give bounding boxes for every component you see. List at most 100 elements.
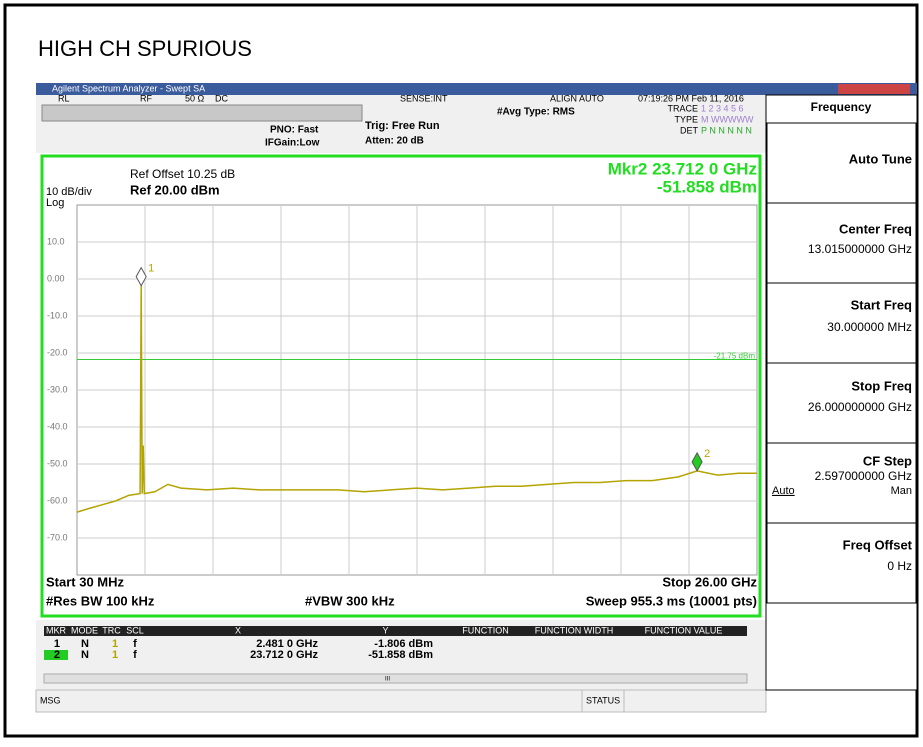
table-cell: N [81,649,89,661]
table-cell: f [133,638,137,650]
display-border [40,154,762,618]
menu-title: Frequency [811,100,872,114]
avg-type: #Avg Type: RMS [497,107,575,118]
table-cell: 2 [54,649,60,661]
start: Start 30 MHz [46,574,125,589]
table: MKR MODE TRC SCL X Y FUNCTION FUNCTION WIDTH FUN… [44,625,722,661]
key-label: Freq Offset [843,537,913,552]
key-label: Start Freq [851,297,912,312]
table-header-cell: FUNCTION VALUE [645,625,723,635]
center-key[interactable] [766,202,917,284]
table-cell: -1.806 dBm [374,638,433,650]
display-bg [36,153,766,620]
det-values: P N N N N N [701,125,752,135]
page-title: HIGH CH SPURIOUS [38,36,252,61]
hscroll[interactable] [43,673,748,684]
y-tick-label: 0.00 [47,273,65,283]
key-label: Center Freq [839,221,912,236]
coupling: DC [215,93,228,103]
rbw: #Res BW 100 kHz [46,593,155,608]
y-tick-label: -40.0 [47,421,68,431]
type-label: TYPE [674,114,698,124]
marker-readout-x: Mkr2 23.712 0 GHz [608,159,757,178]
trig: Trig: Free Run [365,120,440,132]
row-highlight [44,650,68,660]
trace [76,285,757,513]
sweep: Sweep 955.3 ms (10001 pts) [586,593,757,608]
y-tick-label: -30.0 [47,384,68,394]
key-value: 0 Hz [887,559,912,573]
type-values: M WWWWW [701,114,754,124]
sense: SENSE:INT [400,93,448,103]
key-label: Auto Tune [849,151,912,166]
scale-type: Log [46,197,64,209]
y-tick-label: -70.0 [47,532,68,542]
align: ALIGN AUTO [550,93,604,103]
atten: Atten: 20 dB [365,136,424,147]
table-cell: 2.481 0 GHz [256,638,318,650]
cf-step-key[interactable] [766,442,917,524]
key-value: 13.015000000 GHz [808,242,912,256]
status: STATUS [586,695,620,705]
marker [135,266,147,287]
table-cell: 1 [112,638,118,650]
stop: Stop 26.00 GHz [662,574,757,589]
table-header-cell: Y [382,625,388,635]
y-tick-label: 10.0 [47,236,65,246]
y-tick-label: -60.0 [47,495,68,505]
table-header-cell: MKR [46,625,67,635]
marker-readout-y: -51.858 dBm [657,177,757,196]
marker-number: 2 [704,448,710,460]
auto-tune-key[interactable] [766,122,917,204]
ifgain: IFGain:Low [265,138,320,149]
table-cell: 23.712 0 GHz [250,649,318,661]
table-header-cell: MODE [71,625,98,635]
plot: 10.0 0.00 -10.0 -20.0 -30.0 -40.0 -50.0 -60.0 -7… [47,204,758,576]
table-header [44,626,747,636]
key-label: CF Step [863,453,912,468]
table-cell: 1 [112,649,118,661]
window-titlebar [36,83,917,95]
table-cell: 1 [54,638,60,650]
scale: 10 dB/div [46,186,92,198]
table-header-cell: X [235,625,241,635]
msg: MSG [40,695,61,705]
table-header-cell: FUNCTION [462,625,509,635]
y-tick-label: -10.0 [47,310,68,320]
window-buttons[interactable] [838,84,910,94]
marker [691,451,703,472]
key-label: Stop Freq [851,378,912,393]
auto: Auto [772,485,795,497]
trace-label: TRACE [667,103,698,113]
pno: PNO: Fast [270,125,319,136]
det-label: DET [680,125,699,135]
vbw: #VBW 300 kHz [305,593,395,608]
offset-key[interactable] [766,522,917,604]
info-bar [41,104,363,122]
table-cell: -51.858 dBm [368,649,433,661]
start-key[interactable] [766,282,917,364]
message-bar [35,689,767,713]
datetime: 07:19:26 PM Feb 11, 2016 [638,93,744,103]
table-cell: N [81,638,89,650]
scroll-thumb: III [385,677,390,683]
marker-number: 1 [148,263,154,275]
key-value: 26.000000000 GHz [808,400,912,414]
trace-values: 1 2 3 4 5 6 [701,103,744,113]
table-header-cell: TRC [102,625,121,635]
table-header-cell: FUNCTION WIDTH [535,625,614,635]
rf: RF [140,93,152,103]
window-title: Agilent Spectrum Analyzer - Swept SA [52,83,205,93]
impedance: 50 Ω [185,93,205,103]
ref-level: Ref 20.00 dBm [130,182,220,197]
y-tick-label: -50.0 [47,458,68,468]
key-value: 30.000000 MHz [827,320,912,334]
man: Man [891,485,912,497]
softkeys: Auto Tune Center Freq 13.015000000 GHz S… [766,122,917,604]
rl: RL [58,93,70,103]
threshold-label: -21.75 dBm [714,352,756,361]
table-header-cell: SCL [126,625,144,635]
ref-offset: Ref Offset 10.25 dB [130,167,235,181]
y-tick-label: -20.0 [47,347,68,357]
